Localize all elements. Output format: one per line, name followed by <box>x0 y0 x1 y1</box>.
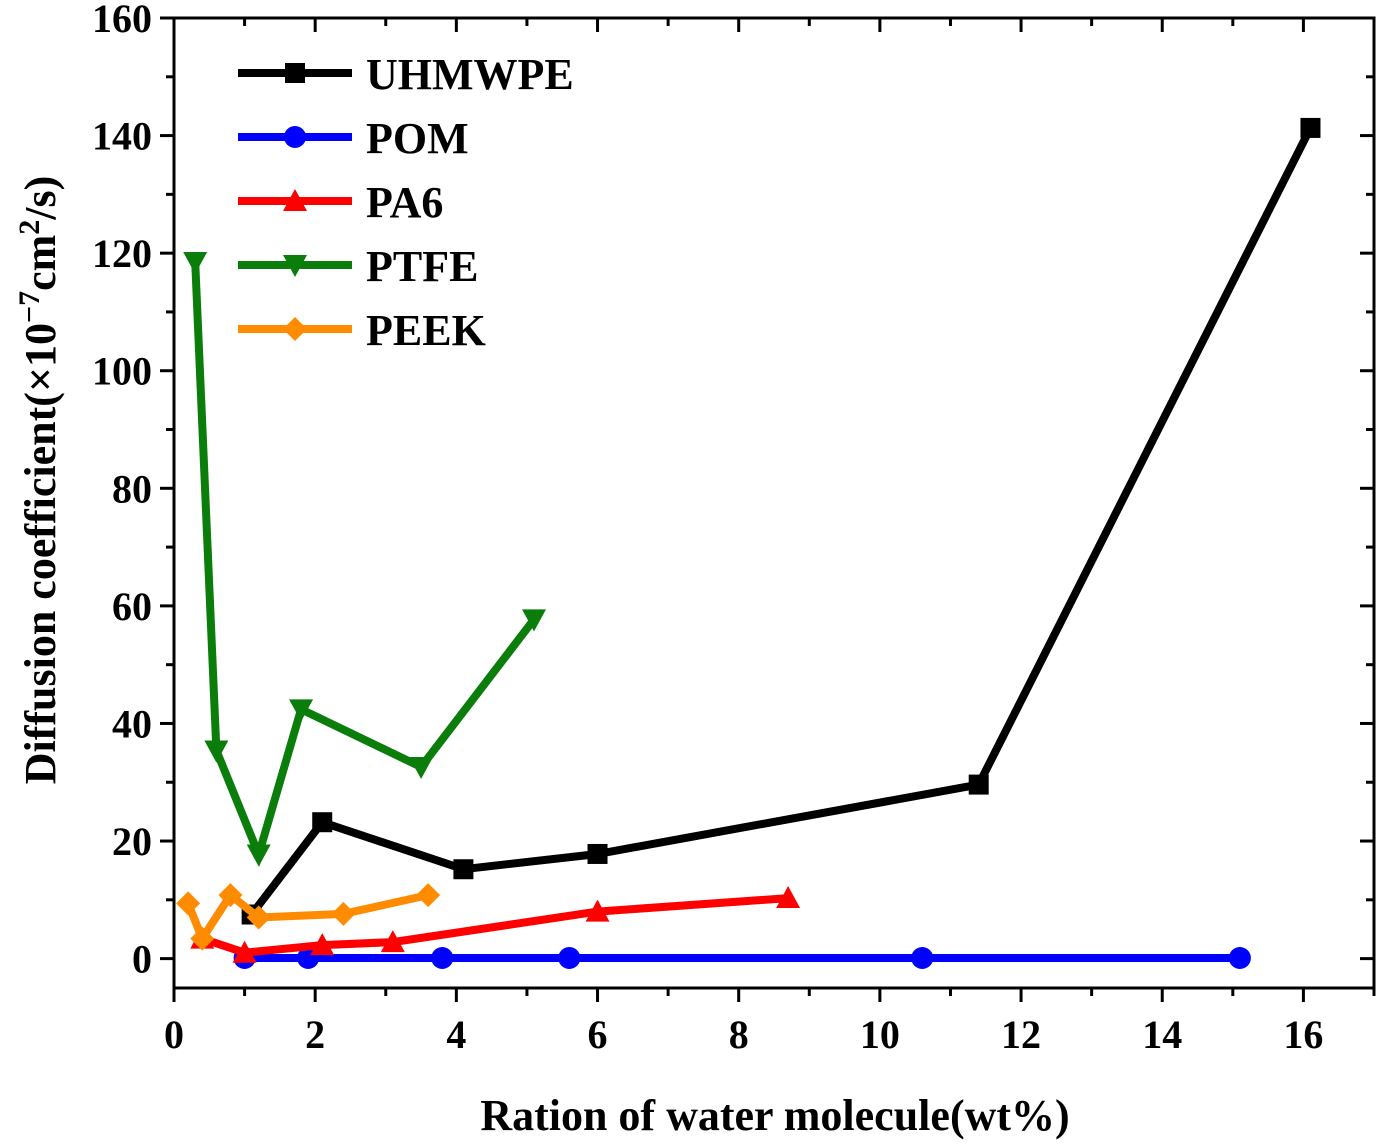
data-point-ptfe <box>204 740 229 763</box>
legend-label-pa6: PA6 <box>366 178 443 227</box>
x-tick-label: 16 <box>1283 1012 1323 1057</box>
data-point-peek <box>218 883 243 908</box>
data-point-uhmwpe <box>1300 117 1321 138</box>
x-tick-label: 0 <box>164 1012 184 1057</box>
data-point-peek <box>246 905 271 930</box>
legend-swatch-marker <box>285 63 305 83</box>
series-ptfe <box>183 251 546 867</box>
x-axis-title: Ration of water molecule(wt%) <box>480 1091 1069 1140</box>
data-point-ptfe <box>522 609 546 632</box>
data-point-peek <box>331 901 356 926</box>
legend-label-ptfe: PTFE <box>366 242 478 291</box>
legend: UHMWPE POM PA6 PTFE PEEK <box>238 50 574 355</box>
y-tick-label: 160 <box>92 0 152 41</box>
data-point-pa6 <box>585 899 610 922</box>
series-pa6 <box>190 886 801 963</box>
data-point-peek <box>176 891 201 916</box>
y-tick-label: 120 <box>92 231 152 276</box>
y-axis-title: Diffusion coefficient(×10−7cm2/s) <box>13 176 65 785</box>
legend-label-pom: POM <box>366 114 469 163</box>
data-point-uhmwpe <box>968 774 989 795</box>
y-tick-label: 60 <box>112 584 152 629</box>
series-peek <box>176 883 441 951</box>
legend-label-peek: PEEK <box>366 306 486 355</box>
data-point-uhmwpe <box>312 812 333 833</box>
x-tick-label: 14 <box>1142 1012 1182 1057</box>
data-point-peek <box>190 926 215 951</box>
legend-swatch-marker <box>284 126 306 148</box>
legend-item-uhmwpe: UHMWPE <box>238 50 574 99</box>
legend-item-peek: PEEK <box>238 306 486 355</box>
series-uhmwpe <box>241 117 1321 925</box>
legend-swatch-marker <box>283 255 307 277</box>
x-tick-label: 8 <box>729 1012 749 1057</box>
data-point-pom <box>1228 947 1251 970</box>
series-pom <box>233 947 1251 970</box>
data-point-pa6 <box>310 933 335 956</box>
legend-item-pa6: PA6 <box>238 178 443 227</box>
x-tick-label: 2 <box>305 1012 325 1057</box>
data-point-pa6 <box>232 940 257 963</box>
y-tick-label: 80 <box>112 466 152 511</box>
y-axis-title-exp1: −7 <box>13 291 46 323</box>
series-line-ptfe <box>191 261 538 867</box>
y-axis-title-mid: cm <box>16 235 65 291</box>
y-tick-label: 100 <box>92 349 152 394</box>
legend-swatch-marker <box>283 317 307 341</box>
data-point-ptfe <box>183 251 208 274</box>
data-point-pom <box>558 947 581 970</box>
legend-swatch-marker <box>283 189 307 211</box>
x-tick-label: 4 <box>446 1012 466 1057</box>
y-tick-label: 140 <box>92 114 152 159</box>
legend-item-ptfe: PTFE <box>238 242 478 291</box>
data-point-uhmwpe <box>453 859 474 880</box>
data-point-ptfe <box>409 756 434 779</box>
y-axis-title-suffix: /s) <box>16 176 65 221</box>
y-tick-label: 20 <box>112 819 152 864</box>
data-point-pom <box>431 947 454 970</box>
data-point-peek <box>416 883 441 908</box>
x-tick-label: 10 <box>860 1012 900 1057</box>
axis-titles: Ration of water molecule(wt%) Diffusion … <box>13 176 1070 1140</box>
y-tick-label: 0 <box>132 937 152 982</box>
data-point-pa6 <box>776 886 801 909</box>
legend-item-pom: POM <box>238 114 469 163</box>
data-point-uhmwpe <box>587 843 608 864</box>
y-tick-label: 40 <box>112 701 152 746</box>
data-point-pom <box>911 947 934 970</box>
legend-label-uhmwpe: UHMWPE <box>366 50 574 99</box>
data-point-pa6 <box>380 930 405 953</box>
y-axis-title-exp2: 2 <box>13 220 46 235</box>
x-tick-label: 6 <box>588 1012 608 1057</box>
plot-frame <box>172 16 1376 990</box>
data-point-ptfe <box>289 699 314 722</box>
series-line-pa6 <box>200 894 789 957</box>
y-axis-title-prefix: Diffusion coefficient(×10 <box>16 323 65 784</box>
series-layer <box>176 117 1321 970</box>
x-tick-label: 12 <box>1001 1012 1041 1057</box>
data-point-ptfe <box>246 844 271 867</box>
series-line-uhmwpe <box>248 126 1315 917</box>
